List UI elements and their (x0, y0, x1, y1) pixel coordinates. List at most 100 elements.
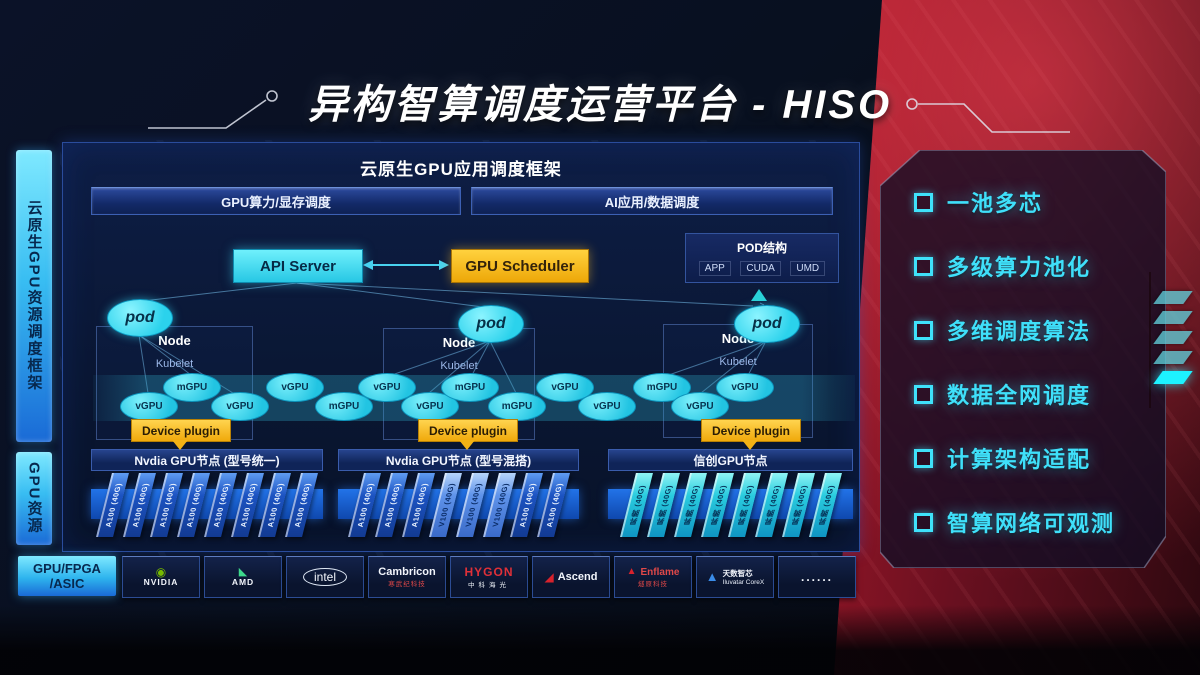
pod-structure-item-umd: UMD (790, 261, 826, 276)
device-plugin-3-arrow-icon (742, 440, 758, 450)
gpu-card: A100 (40G) (258, 473, 291, 537)
mgpu-ellipse: mGPU (315, 392, 373, 421)
title-row: 异构智算调度运营平台 - HISO (0, 72, 1200, 130)
connector-lines (138, 260, 767, 394)
ascend-logo: ◢ (544, 570, 554, 584)
gpu-section-nvidia-mixed: Nvdia GPU节点 (型号混搭) A100 (40G) A100 (40G) A… (338, 449, 579, 547)
page-title: 异构智算调度运营平台 - HISO (307, 83, 893, 127)
pod-structure-title: POD结构 (736, 241, 787, 255)
gpu-card: A100 (40G) (401, 473, 435, 537)
gpu-card: 昇腾 (40G) (700, 473, 734, 537)
circuit-deco-left (148, 90, 278, 129)
node-2-kubelet-label: Kubelet (440, 360, 478, 372)
vendor-nvidia: ◉ NVIDIA (122, 556, 200, 598)
gpu-card: 昇腾 (40G) (727, 473, 761, 537)
square-bullet-icon (914, 192, 933, 212)
gpu-card: 昇腾 (40G) (673, 473, 707, 537)
gpu-card: A100 (40G) (123, 473, 156, 537)
gpu-section-3-header: 信创GPU节点 (608, 449, 853, 471)
vgpu-ellipse: vGPU (671, 392, 729, 421)
gpu-card: A100 (40G) (509, 473, 543, 537)
pod-structure-item-cuda: CUDA (740, 261, 781, 276)
feature-item-5: 计算架构适配 (914, 442, 1091, 474)
arrow-left-head (363, 260, 373, 270)
vendor-iluvatar: ▲ 天数智芯 Iluvatar CoreX (696, 556, 774, 598)
vendor-hygon: HYGON 中科海光 (450, 556, 528, 598)
feature-item-2: 多级算力池化 (914, 250, 1091, 282)
gpu-card: V100 (40G) (482, 473, 516, 537)
nvidia-logo: ◉ (155, 565, 167, 579)
pod-structure-items: APP CUDA UMD (694, 261, 830, 276)
vendor-more-dots: ...... (778, 556, 856, 598)
gpu-section-2-header: Nvdia GPU节点 (型号混搭) (338, 449, 579, 471)
gpu-card: A100 (40G) (150, 473, 183, 537)
mgpu-ellipse: mGPU (163, 373, 221, 402)
gpu-card: A100 (40G) (204, 473, 237, 537)
architecture-panel: 云原生GPU应用调度框架 GPU算力/显存调度 AI应用/数据调度 (62, 142, 860, 552)
sidebar-label-scheduling-framework: 云原生GPU资源调度框架 (16, 150, 52, 442)
mgpu-ellipse: mGPU (488, 392, 546, 421)
bar-ai-data-scheduling: AI应用/数据调度 (471, 187, 833, 215)
vendor-ascend: ◢ Ascend (532, 556, 610, 598)
device-plugin-2: Device plugin (418, 419, 518, 442)
sidebar-label-gpu-resources: GPU资源 (16, 452, 52, 545)
bar-gpu-compute-scheduling: GPU算力/显存调度 (91, 187, 461, 215)
vgpu-ellipse: vGPU (211, 392, 269, 421)
node-1-kubelet-label: Kubelet (155, 358, 194, 370)
vgpu-ellipse: vGPU (716, 373, 774, 402)
node-2-label: Node (442, 335, 476, 350)
gpu-card: A100 (40G) (374, 473, 408, 537)
gpu-card: A100 (40G) (231, 473, 264, 537)
framework-header: 云原生GPU应用调度框架 (360, 160, 562, 179)
device-plugin-1-arrow-icon (172, 440, 188, 450)
pod-3: pod (734, 305, 800, 343)
square-bullet-icon (914, 320, 933, 340)
gpu-card: A100 (40G) (177, 473, 210, 537)
feature-item-3: 多维调度算法 (914, 314, 1091, 346)
pod-structure-box: POD结构 APP CUDA UMD (685, 233, 839, 283)
gpu-card: A100 (40G) (347, 473, 381, 537)
gpu-card: 昇腾 (40G) (619, 473, 653, 537)
hazard-line-deco (1149, 272, 1151, 408)
gpu-card: V100 (40G) (455, 473, 489, 537)
gpu-section-nvidia-uniform: Nvdia GPU节点 (型号统一) A100 (40G) A100 (40G) A… (91, 449, 323, 547)
vendor-intel: intel (286, 556, 364, 598)
hardware-type-label: GPU/FPGA /ASIC (18, 556, 116, 596)
pod-structure-arrow-icon (751, 289, 767, 301)
vendor-enflame: ▲ Enflame 燧原科技 (614, 556, 692, 598)
hardware-label-line2: /ASIC (49, 576, 85, 591)
features-panel-frame (880, 150, 1166, 568)
device-plugin-2-arrow-icon (459, 440, 475, 450)
gpu-scheduler-node: GPU Scheduler (451, 249, 589, 283)
gpu-section-xinchuang: 信创GPU节点 昇腾 (40G) 昇腾 (40G) 昇腾 (40G) 昇腾 (40G)… (608, 449, 853, 547)
hardware-label-line1: GPU/FPGA (33, 561, 101, 576)
gpu-card: A100 (40G) (96, 473, 129, 537)
intel-logo: intel (302, 568, 347, 586)
iluvatar-logo: ▲ (705, 569, 719, 584)
pod-structure-item-app: APP (698, 261, 731, 276)
vendor-cambricon: Cambricon 寒武纪科技 (368, 556, 446, 598)
device-plugin-3: Device plugin (701, 419, 801, 442)
gpu-section-3-band (608, 489, 853, 519)
bottom-vignette (0, 605, 1200, 675)
api-server-node: API Server (233, 249, 363, 283)
square-bullet-icon (914, 256, 933, 276)
square-bullet-icon (914, 512, 933, 532)
gpu-card: 昇腾 (40G) (646, 473, 680, 537)
vgpu-ellipse: vGPU (266, 373, 324, 402)
features-panel: 一池多芯多级算力池化 多维调度算法 数据全网调度 计算架构适配 智算网络可观测 (880, 150, 1166, 568)
gpu-card: 昇腾 (40G) (754, 473, 788, 537)
pod-1: pod (107, 299, 173, 337)
circuit-deco-right (906, 98, 1070, 133)
pod-2: pod (458, 305, 524, 343)
square-bullet-icon (914, 384, 933, 404)
feature-item-4: 数据全网调度 (914, 378, 1091, 410)
mgpu-ellipse: mGPU (441, 373, 499, 402)
feature-item-1: 一池多芯 (914, 186, 1043, 218)
gpu-card: 昇腾 (40G) (808, 473, 842, 537)
more-dots: ...... (800, 570, 833, 584)
enflame-logo: ▲ (626, 566, 637, 577)
feature-item-6: 智算网络可观测 (914, 506, 1115, 538)
device-plugin-1: Device plugin (131, 419, 231, 442)
gpu-card: V100 (40G) (428, 473, 462, 537)
